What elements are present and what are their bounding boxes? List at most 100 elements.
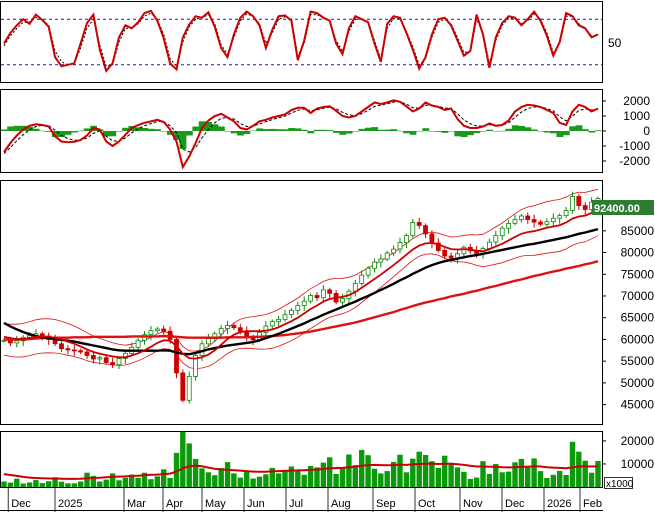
macd-histogram-bar	[237, 131, 244, 136]
candle-body	[14, 340, 20, 344]
macd-histogram-bar	[192, 126, 200, 131]
macd-histogram-bar	[230, 131, 238, 134]
price-tick-label: 50000	[621, 376, 655, 390]
macd-histogram-bar	[147, 128, 155, 132]
candle-body	[225, 325, 230, 329]
macd-histogram-bar	[467, 131, 474, 136]
candle-body	[301, 300, 307, 306]
candle-body	[276, 318, 282, 322]
candle-body	[576, 196, 582, 207]
macd-histogram-bar	[13, 125, 21, 132]
candle-body	[320, 289, 326, 299]
macd-histogram-bar	[594, 130, 602, 132]
time-tick-label: May	[205, 498, 226, 510]
price-panel	[0, 180, 603, 425]
macd-histogram-bar	[51, 131, 59, 137]
macd-histogram-bar	[562, 131, 570, 136]
volume-bar	[20, 483, 26, 487]
candle-body	[148, 330, 154, 336]
candle-body	[378, 258, 384, 263]
volume-bar	[454, 467, 461, 487]
volume-tick-label: 20000	[621, 434, 655, 448]
volume-bar	[71, 483, 77, 487]
macd-histogram-bar	[422, 128, 430, 131]
volume-unit-label: x1000	[606, 479, 634, 490]
macd-histogram-bar	[486, 129, 493, 131]
macd-histogram-bar	[58, 131, 66, 137]
volume-bar	[486, 473, 493, 487]
price-tick-label: 70000	[621, 289, 655, 303]
macd-histogram-bar	[64, 131, 72, 135]
price-tick-label: 60000	[621, 332, 655, 346]
volume-bar	[192, 458, 199, 487]
macd-tick-label: 1000	[623, 109, 650, 123]
volume-bar	[295, 470, 301, 487]
volume-bar	[550, 474, 556, 487]
volume-bar	[39, 483, 45, 487]
volume-bar	[544, 478, 550, 487]
candle-body	[397, 242, 403, 250]
volume-bar	[161, 469, 167, 487]
volume-bar	[173, 452, 180, 487]
macd-histogram-bar	[390, 129, 398, 131]
macd-histogram-bar	[256, 128, 264, 131]
macd-histogram-bar	[364, 127, 372, 131]
macd-histogram-bar	[307, 131, 315, 134]
volume-bar	[148, 479, 154, 487]
time-tick-label: 2025	[58, 498, 82, 510]
macd-histogram-bar	[32, 128, 40, 132]
volume-bar	[429, 461, 435, 487]
macd-histogram-bar	[83, 128, 91, 131]
volume-bar	[346, 454, 352, 487]
macd-histogram-bar	[262, 129, 270, 131]
volume-bar	[557, 470, 563, 487]
candle-body	[512, 219, 518, 224]
volume-bar	[256, 476, 263, 487]
macd-histogram-bar	[39, 130, 46, 132]
macd-histogram-bar	[154, 129, 161, 131]
volume-bar	[33, 480, 39, 487]
candle-body	[7, 339, 13, 344]
volume-bar	[378, 473, 384, 487]
macd-histogram-bar	[556, 131, 564, 137]
time-tick-label: 2026	[547, 498, 571, 510]
candle-body	[340, 298, 345, 303]
macd-histogram-bar	[288, 128, 295, 131]
volume-bar	[288, 466, 295, 487]
candle-body	[550, 217, 556, 223]
time-tick-label: Mar	[127, 498, 146, 510]
macd-tick-label: -1000	[619, 139, 650, 153]
volume-bar	[442, 455, 448, 487]
volume-bar	[97, 481, 103, 487]
price-tick-label: 65000	[621, 311, 655, 325]
volume-bar	[352, 465, 358, 487]
volume-bar	[384, 471, 390, 487]
macd-histogram-bar	[320, 129, 327, 131]
macd-histogram-bar	[479, 131, 487, 132]
candle-body	[282, 314, 288, 320]
volume-bar	[46, 481, 52, 487]
candle-body	[525, 215, 531, 220]
macd-histogram-bar	[492, 131, 500, 132]
candle-body	[78, 350, 83, 353]
oscillator-panel	[0, 1, 603, 83]
macd-histogram-bar	[473, 131, 481, 134]
candle-body	[442, 249, 448, 257]
macd-histogram-bar	[575, 125, 583, 131]
moving-average-short	[3, 209, 599, 360]
macd-histogram-bar	[403, 131, 410, 134]
candle-body	[174, 338, 179, 374]
macd-histogram-bar	[198, 121, 206, 132]
last-price-tag	[592, 200, 654, 215]
macd-histogram-bar	[435, 131, 442, 132]
volume-bar	[588, 472, 595, 487]
volume-bar	[250, 478, 256, 487]
time-tick-label: Nov	[463, 498, 483, 510]
candle-body	[288, 309, 294, 315]
volume-bar	[26, 482, 33, 487]
candle-body	[570, 196, 575, 211]
volume-bar	[307, 466, 314, 487]
oscillator-mid-label: 50	[608, 36, 622, 50]
volume-bar	[525, 467, 531, 487]
macd-histogram-bar	[543, 131, 551, 133]
